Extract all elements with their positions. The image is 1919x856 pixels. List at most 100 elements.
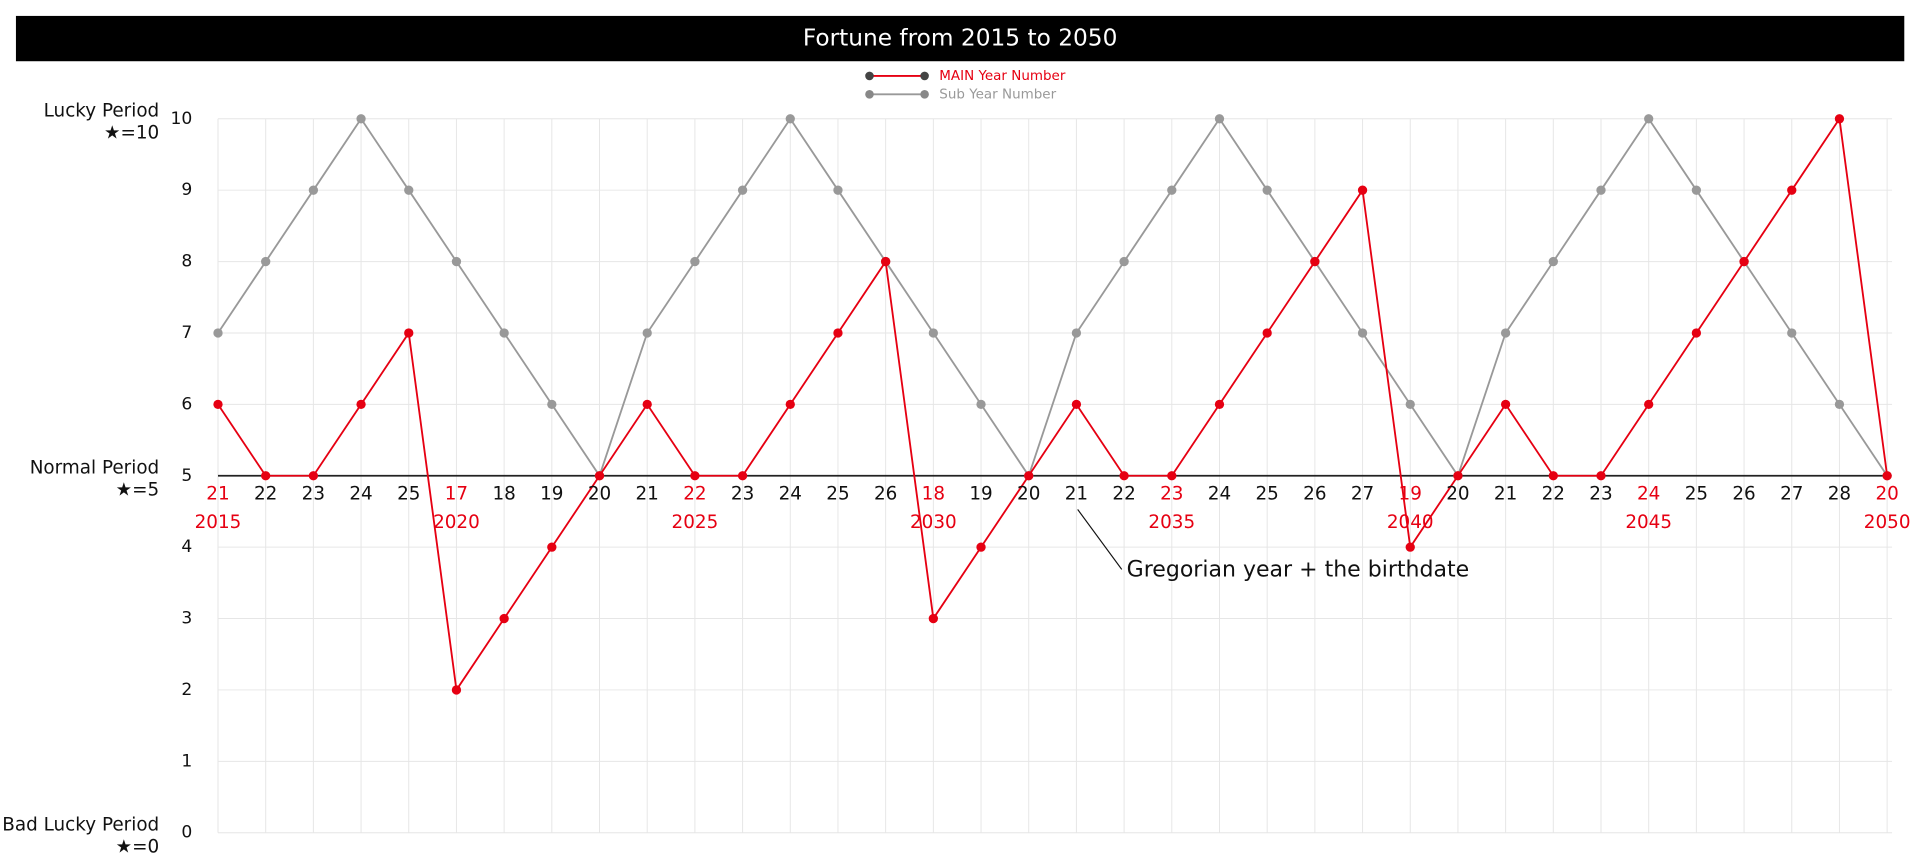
- year-label: 2020: [433, 512, 480, 533]
- x-tick-label: 22: [1542, 484, 1565, 505]
- data-point: [1405, 399, 1415, 410]
- data-point: [642, 328, 652, 338]
- x-tick-label: 19: [1399, 484, 1422, 505]
- data-point: [594, 471, 605, 481]
- data-point: [1548, 471, 1558, 481]
- legend-dot: [865, 90, 874, 99]
- data-point: [499, 613, 509, 624]
- data-point: [881, 256, 891, 267]
- plot: [213, 114, 1892, 695]
- y-tick-label: 7: [181, 323, 192, 343]
- data-point: [261, 256, 271, 267]
- y-tick-label: 5: [181, 466, 192, 486]
- data-point: [1453, 471, 1463, 481]
- data-point: [1691, 328, 1702, 338]
- y-tick-label: 1: [181, 751, 192, 771]
- data-point: [1071, 399, 1082, 410]
- y-tick-label: 10: [170, 109, 192, 129]
- data-point: [404, 185, 414, 195]
- x-tick-label: 24: [779, 484, 802, 505]
- data-point: [1119, 256, 1129, 267]
- annotation-leader: [1077, 509, 1123, 570]
- data-point: [976, 542, 986, 552]
- x-tick-label: 21: [1494, 484, 1517, 505]
- x-tick-label: 20: [1017, 484, 1040, 505]
- data-point: [1834, 399, 1845, 410]
- data-point: [1214, 114, 1225, 124]
- y-annotation-line: ★=5: [116, 479, 160, 500]
- legend-dot: [920, 90, 929, 99]
- data-point: [928, 328, 938, 338]
- data-point: [976, 399, 986, 410]
- x-tick-label: 19: [969, 484, 992, 505]
- data-point: [1787, 328, 1797, 338]
- x-tick-label: 20: [1875, 484, 1898, 505]
- legend-label: Sub Year Number: [939, 86, 1056, 102]
- series-line: [217, 116, 1889, 693]
- y-annotation-line: Normal Period: [30, 457, 160, 478]
- data-point: [1882, 471, 1892, 481]
- x-tick-label: 20: [588, 484, 611, 505]
- data-point: [1357, 328, 1368, 338]
- y-annotation: Bad Lucky Period★=0: [2, 814, 159, 856]
- data-point: [785, 399, 795, 410]
- grid: [217, 118, 1893, 834]
- data-point: [1548, 256, 1558, 267]
- data-point: [928, 613, 938, 624]
- x-tick-label: 25: [397, 484, 420, 505]
- data-point: [356, 399, 366, 410]
- x-tick-label: 22: [254, 484, 277, 505]
- x-tick-label: 18: [922, 484, 945, 505]
- x-tick-label: 21: [1065, 484, 1088, 505]
- data-point: [1262, 185, 1272, 195]
- y-annotation-line: ★=0: [116, 836, 160, 856]
- y-tick-label: 8: [181, 252, 192, 272]
- data-point: [737, 471, 748, 481]
- data-point: [690, 471, 700, 481]
- data-point: [833, 328, 843, 338]
- y-annotation-line: Lucky Period: [44, 100, 160, 121]
- legend-dot: [920, 71, 929, 81]
- data-point: [1167, 185, 1177, 195]
- year-label: 2035: [1148, 512, 1195, 533]
- data-point: [213, 328, 223, 338]
- data-point: [1071, 328, 1082, 338]
- year-label: 2050: [1864, 512, 1911, 533]
- x-tick-label: 21: [206, 484, 229, 505]
- data-point: [1167, 471, 1177, 481]
- series-line: [217, 117, 1888, 478]
- data-point: [356, 114, 366, 124]
- x-tick-label: 22: [683, 484, 706, 505]
- data-point: [1262, 328, 1272, 338]
- x-tick-label: 23: [731, 484, 754, 505]
- x-tick-label: 27: [1780, 484, 1803, 505]
- data-point: [1739, 256, 1749, 267]
- chart-title: Fortune from 2015 to 2050: [803, 25, 1118, 52]
- data-point: [1644, 114, 1654, 124]
- year-label: 2045: [1625, 512, 1672, 533]
- x-tick-label: 26: [1303, 484, 1326, 505]
- year-label: 2015: [195, 512, 242, 533]
- x-tick-label: 25: [826, 484, 849, 505]
- data-point: [451, 256, 462, 267]
- x-tick-label: 26: [1732, 484, 1755, 505]
- data-point: [1787, 185, 1797, 195]
- x-tick-label: 22: [1112, 484, 1135, 505]
- data-point: [833, 185, 843, 195]
- x-tick-label: 20: [1446, 484, 1469, 505]
- data-point: [1834, 114, 1845, 124]
- data-point: [213, 399, 223, 410]
- data-point: [547, 399, 557, 410]
- annotation: Gregorian year + the birthdate: [1127, 558, 1470, 583]
- y-tick-label: 0: [181, 823, 192, 843]
- year-label: 2040: [1387, 512, 1434, 533]
- data-point: [1596, 185, 1606, 195]
- data-point: [1310, 256, 1320, 267]
- x-tick-label: 23: [302, 484, 325, 505]
- x-tick-label: 28: [1828, 484, 1851, 505]
- x-tick-label: 19: [540, 484, 563, 505]
- y-annotation-line: ★=10: [104, 122, 159, 143]
- data-point: [785, 114, 795, 124]
